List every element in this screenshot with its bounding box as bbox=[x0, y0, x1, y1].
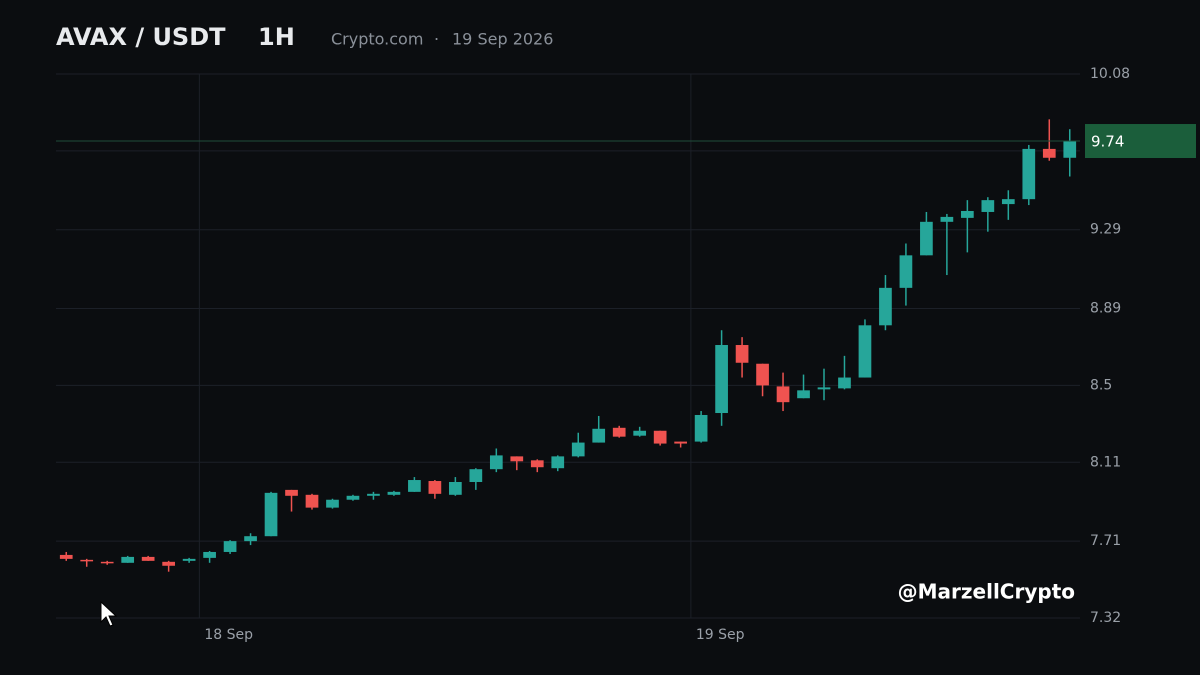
candle-body bbox=[612, 427, 626, 437]
y-tick-label: 8.11 bbox=[1090, 454, 1121, 470]
candle-body bbox=[387, 491, 401, 495]
candle-body bbox=[981, 200, 995, 212]
date: 19 Sep 2026 bbox=[452, 30, 553, 49]
candle-body bbox=[633, 430, 647, 436]
candle-body bbox=[510, 456, 524, 462]
candle-body bbox=[858, 325, 872, 378]
candle-body bbox=[141, 556, 155, 561]
candle-body bbox=[326, 499, 339, 508]
candle-body bbox=[489, 455, 503, 470]
candle-body bbox=[244, 536, 257, 542]
candle-body bbox=[1063, 141, 1077, 158]
candle-body bbox=[715, 345, 728, 414]
y-tick-label: 7.32 bbox=[1090, 610, 1121, 626]
candle-body bbox=[776, 386, 790, 403]
candle-body bbox=[1001, 199, 1015, 205]
candle-body bbox=[530, 460, 544, 468]
y-tick-label: 10.08 bbox=[1090, 66, 1130, 82]
y-tick-label: 8.5 bbox=[1090, 377, 1112, 393]
candle-body bbox=[551, 456, 565, 469]
candle-body bbox=[756, 363, 769, 386]
candle-body bbox=[1042, 148, 1056, 158]
candle-body bbox=[817, 387, 831, 390]
x-tick-label: 19 Sep bbox=[696, 627, 745, 643]
candle-body bbox=[735, 345, 749, 363]
last-price-box bbox=[1085, 124, 1196, 159]
x-tick-label: 18 Sep bbox=[204, 627, 253, 643]
candle-body bbox=[264, 492, 278, 537]
last-price-label: 9.74 bbox=[1091, 133, 1124, 151]
candle-body bbox=[100, 561, 114, 564]
watermark: @MarzellCrypto bbox=[898, 580, 1075, 604]
candle-body bbox=[879, 287, 892, 326]
candle-body bbox=[203, 551, 216, 558]
candle-body bbox=[920, 221, 933, 256]
chart-title: AVAX / USDT bbox=[56, 23, 226, 51]
y-tick-label: 9.29 bbox=[1090, 222, 1121, 238]
candle-body bbox=[367, 493, 380, 496]
candle-body bbox=[408, 480, 421, 492]
candle-body bbox=[285, 489, 298, 496]
candle-body bbox=[449, 482, 462, 495]
candle-body bbox=[592, 428, 606, 443]
candle-body bbox=[653, 430, 667, 444]
candles bbox=[59, 119, 1077, 572]
candle-body bbox=[838, 377, 851, 389]
candle-body bbox=[469, 469, 483, 482]
candle-body bbox=[694, 414, 708, 442]
candle-body bbox=[223, 541, 237, 552]
candle-body bbox=[162, 561, 175, 566]
candle-body bbox=[346, 495, 360, 500]
candle-body bbox=[940, 216, 954, 222]
candle-body bbox=[428, 481, 442, 494]
candle-body bbox=[121, 556, 135, 563]
candle-body bbox=[899, 255, 913, 288]
y-tick-label: 8.89 bbox=[1090, 301, 1121, 317]
candle-body bbox=[80, 559, 94, 562]
candle-body bbox=[797, 390, 810, 399]
source: Crypto.com bbox=[331, 30, 423, 49]
interval: 1H bbox=[258, 23, 295, 51]
candle-body bbox=[1022, 148, 1036, 200]
candle-body bbox=[674, 441, 687, 444]
candle-body bbox=[182, 558, 196, 561]
candle-body bbox=[59, 554, 73, 559]
candle-body bbox=[305, 494, 319, 508]
cursor bbox=[100, 600, 118, 627]
candle-body bbox=[961, 210, 974, 218]
candle-body bbox=[571, 442, 585, 457]
y-tick-label: 7.71 bbox=[1090, 533, 1121, 549]
separator: · bbox=[434, 30, 439, 49]
